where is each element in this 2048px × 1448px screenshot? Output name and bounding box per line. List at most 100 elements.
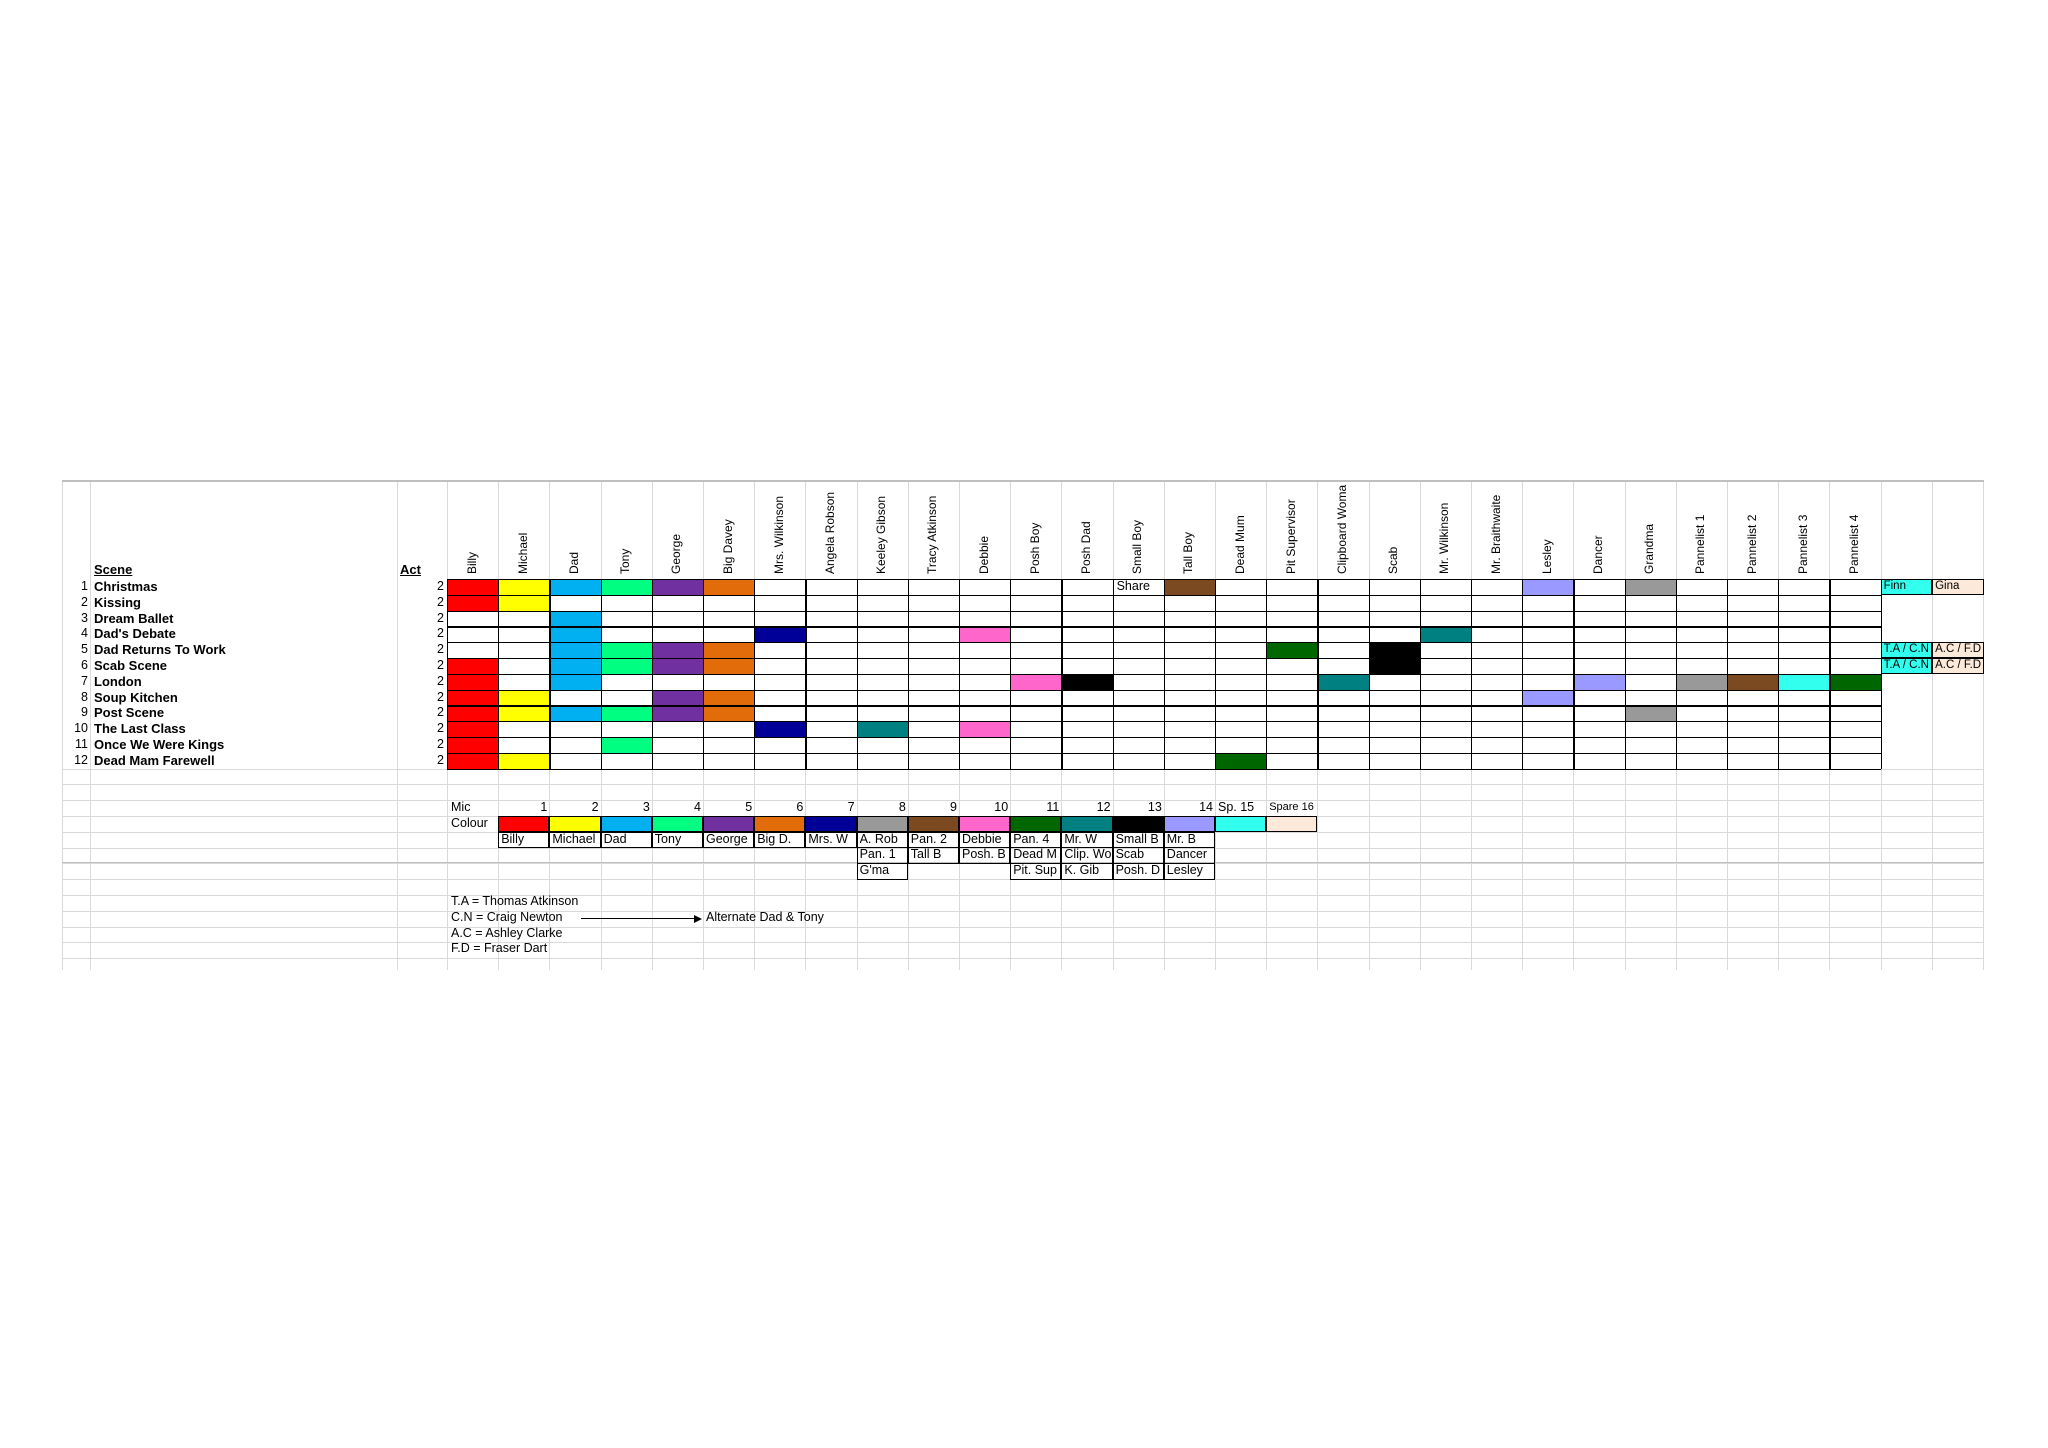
character-header: Tall Boy xyxy=(1181,531,1196,574)
mic-assign-divider xyxy=(1061,863,1113,865)
character-header: Angela Robson xyxy=(823,491,837,574)
mic-assign-cell xyxy=(1163,831,1215,880)
mic-assign-divider xyxy=(1163,847,1215,849)
note-text: A.C = Ashley Clarke xyxy=(451,925,563,940)
extra-cell xyxy=(1880,658,1933,674)
cast-cell xyxy=(651,642,703,658)
cast-cell xyxy=(549,642,601,658)
grid-border xyxy=(447,626,1881,628)
cast-cell xyxy=(651,705,703,722)
grid-border xyxy=(1880,579,1882,769)
cast-cell xyxy=(856,721,908,737)
mic-assign-name: George xyxy=(706,831,748,846)
mic-label: Mic xyxy=(451,800,471,814)
mic-assign-divider xyxy=(1112,863,1164,865)
scene-number: 7 xyxy=(81,673,88,688)
gridline-horizontal xyxy=(62,942,1984,944)
cast-cell xyxy=(549,673,601,690)
extra-cell xyxy=(1880,642,1933,658)
cast-cell xyxy=(703,579,755,595)
scene-header: Scene xyxy=(94,562,133,577)
scene-number: 2 xyxy=(81,594,88,609)
cast-cell xyxy=(498,594,550,611)
note-text: F.D = Fraser Dart xyxy=(451,941,548,956)
cast-cell xyxy=(600,579,652,595)
cast-cell xyxy=(447,689,499,706)
cast-cell xyxy=(447,673,499,690)
character-header: George xyxy=(669,533,684,574)
mic-number: 6 xyxy=(796,800,804,814)
cast-cell xyxy=(498,752,550,769)
extra-cell-text: Gina xyxy=(1935,580,1960,592)
scene-number: 9 xyxy=(81,705,88,720)
grid-border xyxy=(447,752,1881,755)
mic-assign-cell xyxy=(498,831,550,849)
cast-cell xyxy=(1368,642,1420,658)
character-header: Mr. Braithwaite xyxy=(1488,494,1503,574)
gridline-vertical xyxy=(1983,480,1984,970)
scene-number: 10 xyxy=(74,721,88,736)
mic-assign-name: Posh. D xyxy=(1115,863,1161,878)
mic-colour-swatch xyxy=(959,815,1011,832)
mic-number: 5 xyxy=(745,800,753,814)
arrow-head xyxy=(694,914,702,923)
mic-assign-name: Mr. W xyxy=(1064,831,1098,846)
mic-number: 9 xyxy=(950,800,957,814)
character-header: Dancer xyxy=(1591,535,1605,574)
character-header: Big Davey xyxy=(720,519,735,574)
gridline-horizontal xyxy=(62,480,1984,482)
mic-assign-cell xyxy=(703,831,755,849)
cast-cell xyxy=(959,721,1011,737)
cast-cell xyxy=(600,705,652,722)
character-header: Michael xyxy=(515,532,530,574)
extra-cell-text: A.C / F.D xyxy=(1935,659,1982,671)
note-text: C.N = Craig Newton xyxy=(451,909,563,924)
note-text: T.A = Thomas Atkinson xyxy=(451,894,579,908)
character-header: Dead Mum xyxy=(1232,515,1247,574)
cast-cell xyxy=(1522,689,1574,706)
mic-assign-cell xyxy=(856,831,908,880)
grid-border xyxy=(447,610,1881,612)
scene-name: Soup Kitchen xyxy=(94,689,178,705)
scene-number: 4 xyxy=(81,626,88,641)
cast-cell xyxy=(549,579,601,595)
mic-assign-cell xyxy=(1112,831,1164,880)
character-header: Mr. Wilkinson xyxy=(1437,502,1452,574)
mic-colour-swatch xyxy=(1010,815,1062,832)
extra-cell-text: A.C / F.D xyxy=(1935,643,1982,656)
mic-assign-name: Debbie xyxy=(962,831,1002,846)
cast-cell xyxy=(1010,673,1062,690)
mic-assign-divider xyxy=(856,863,908,865)
mic-assign-name: Dead M xyxy=(1013,847,1057,862)
act-number: 2 xyxy=(437,737,444,751)
character-header: Dad xyxy=(567,551,581,574)
mic-assign-divider xyxy=(959,847,1011,849)
mic-assign-cell xyxy=(1010,831,1062,880)
mic-number: 1 xyxy=(540,800,548,814)
character-header: Scab xyxy=(1386,546,1401,574)
cast-cell xyxy=(447,721,499,737)
character-header: Posh Dad xyxy=(1079,521,1093,574)
mic-assign-cell xyxy=(600,831,652,849)
mic-assign-divider xyxy=(1010,863,1062,865)
gridline-horizontal xyxy=(62,784,1984,786)
extra-cell-text: T.A / C.N xyxy=(1883,643,1929,656)
gridline-horizontal xyxy=(62,800,1984,802)
mic-assign-name: Mrs. W xyxy=(808,831,848,846)
mic-assign-cell xyxy=(651,831,703,849)
mic-number: 2 xyxy=(591,800,599,814)
mic-colour-swatch xyxy=(498,815,550,832)
mic-assign-name: Tony xyxy=(654,831,682,846)
cast-cell xyxy=(651,689,703,706)
character-header: Keeley Gibson xyxy=(874,495,889,574)
character-header: Pit Supervisor xyxy=(1283,499,1298,574)
mic-assign-name: Clip. Wo xyxy=(1064,847,1112,862)
mic-number: 14 xyxy=(1199,800,1213,814)
mic-colour-swatch xyxy=(549,815,601,832)
mic-assign-cell xyxy=(805,831,857,849)
cast-cell xyxy=(1163,579,1215,595)
cast-cell xyxy=(447,705,499,722)
character-header: Debbie xyxy=(976,535,991,574)
cast-cell xyxy=(498,705,550,722)
mic-assign-cell xyxy=(549,831,601,849)
